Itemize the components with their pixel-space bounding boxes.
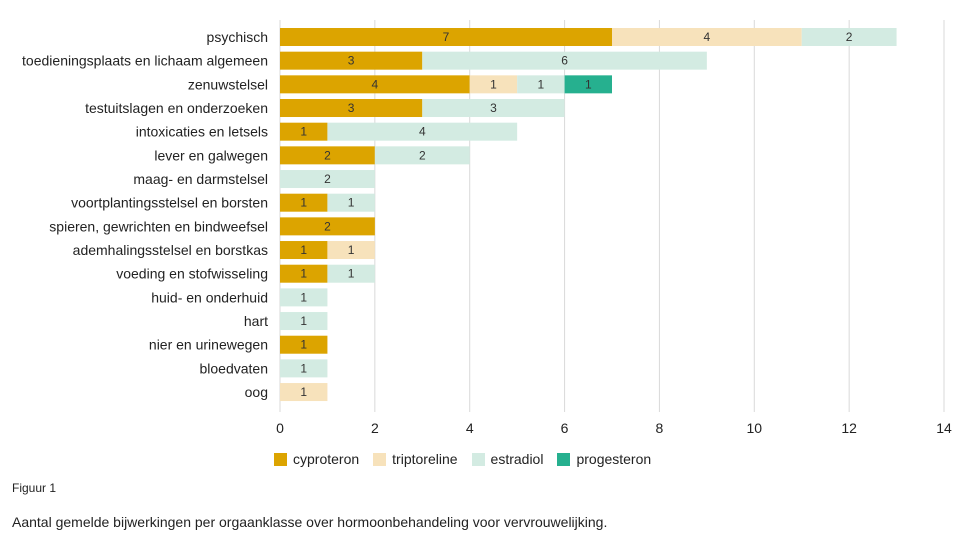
data-label: 1 [538, 77, 545, 91]
category-label: bloedvaten [199, 360, 268, 376]
bar-segment-cyproteron [280, 122, 328, 141]
data-label: 3 [348, 101, 355, 115]
category-label: testuitslagen en onderzoeken [85, 100, 268, 116]
bar-segment-estradiol [280, 312, 328, 331]
bar-segment-triptoreline [280, 383, 328, 402]
data-label: 1 [300, 338, 307, 352]
data-label: 7 [443, 30, 450, 44]
data-label: 1 [348, 196, 355, 210]
category-label: psychisch [207, 29, 268, 45]
data-label: 1 [300, 267, 307, 281]
legend-item-triptoreline: triptoreline [373, 451, 458, 467]
bar-segment-estradiol [280, 170, 375, 189]
category-label: voeding en stofwisseling [116, 266, 268, 282]
bar-segment-estradiol [327, 122, 518, 141]
data-label: 1 [300, 243, 307, 257]
legend-item-cyproteron: cyproteron [274, 451, 359, 467]
category-label: lever en galwegen [154, 147, 268, 163]
data-label: 3 [490, 101, 497, 115]
category-label: toedieningsplaats en lichaam algemeen [22, 53, 268, 69]
legend-label: progesteron [576, 451, 652, 467]
figure-caption: Aantal gemelde bijwerkingen per orgaankl… [12, 514, 608, 530]
legend-label: estradiol [490, 451, 544, 467]
legend-swatch [373, 452, 387, 466]
category-label: maag- en darmstelsel [133, 171, 268, 187]
legend-swatch [471, 452, 485, 466]
chart-legend: cyproteron triptoreline estradiol progester… [274, 451, 651, 467]
bar-segment-cyproteron [280, 99, 423, 118]
x-tick-label: 10 [746, 420, 762, 436]
data-label: 1 [300, 125, 307, 139]
x-tick-label: 2 [371, 420, 379, 436]
data-label: 1 [300, 385, 307, 399]
x-tick-label: 14 [936, 420, 952, 436]
data-label: 1 [348, 243, 355, 257]
x-tick-label: 12 [841, 420, 857, 436]
bar-segment-cyproteron [280, 28, 612, 46]
bar-segment-estradiol [422, 99, 565, 118]
data-label: 2 [419, 148, 426, 162]
data-label: 1 [300, 196, 307, 210]
bar-segment-cyproteron [280, 193, 328, 212]
legend-label: cyproteron [293, 451, 360, 467]
legend-item-progesteron: progesteron [557, 451, 651, 467]
bar-segment-cyproteron [280, 146, 375, 165]
data-label: 1 [348, 267, 355, 281]
bar-segment-cyproteron [280, 264, 328, 283]
category-label: nier en urinewegen [149, 337, 268, 353]
bar-segment-estradiol [327, 264, 375, 283]
data-label: 2 [324, 172, 331, 186]
category-label: voortplantingsstelsel en borsten [71, 195, 268, 211]
category-label: intoxicaties en letsels [136, 124, 268, 140]
bar-segment-estradiol [517, 75, 565, 94]
category-label: hart [244, 313, 268, 329]
data-label: 1 [490, 77, 497, 91]
data-label: 4 [419, 125, 426, 139]
bar-segment-progesteron [564, 75, 612, 94]
x-tick-label: 4 [466, 420, 474, 436]
data-label: 1 [300, 290, 307, 304]
data-label: 4 [372, 77, 379, 91]
data-label: 2 [846, 30, 853, 44]
bar-segment-estradiol [422, 51, 707, 70]
legend-item-estradiol: estradiol [471, 451, 544, 467]
x-tick-label: 8 [656, 420, 664, 436]
legend-swatch [557, 452, 571, 466]
category-label: huid- en onderhuid [151, 289, 268, 305]
bar-segment-cyproteron [280, 217, 375, 236]
data-label: 1 [300, 314, 307, 328]
bar-segment-estradiol [374, 146, 470, 165]
data-label: 2 [324, 219, 331, 233]
legend-label: triptoreline [392, 451, 458, 467]
data-label: 1 [300, 361, 307, 375]
x-tick-label: 0 [276, 420, 284, 436]
category-label: oog [245, 384, 268, 400]
figure-label: Figuur 1 [12, 481, 57, 495]
legend-swatch [274, 452, 287, 466]
data-label: 3 [348, 54, 355, 68]
bar-segment-triptoreline [612, 28, 802, 46]
bar-segment-estradiol [801, 28, 897, 46]
data-label: 6 [561, 54, 568, 68]
category-label: ademhalingsstelsel en borstkas [73, 242, 268, 258]
bar-segment-cyproteron [280, 335, 328, 354]
data-label: 2 [324, 148, 331, 162]
bar-segment-triptoreline [327, 241, 375, 260]
bar-segment-cyproteron [280, 51, 423, 70]
bar-segment-cyproteron [280, 241, 328, 260]
bar-segment-estradiol [280, 288, 328, 307]
bar-segment-estradiol [280, 359, 328, 378]
data-label: 4 [704, 30, 711, 44]
x-tick-label: 6 [561, 420, 569, 436]
bar-segment-cyproteron [280, 75, 470, 94]
bar-segment-triptoreline [469, 75, 518, 94]
category-label: zenuwstelsel [188, 76, 268, 92]
data-label: 1 [585, 77, 592, 91]
category-label: spieren, gewrichten en bindweefsel [49, 218, 268, 234]
bar-segment-estradiol [327, 193, 375, 212]
